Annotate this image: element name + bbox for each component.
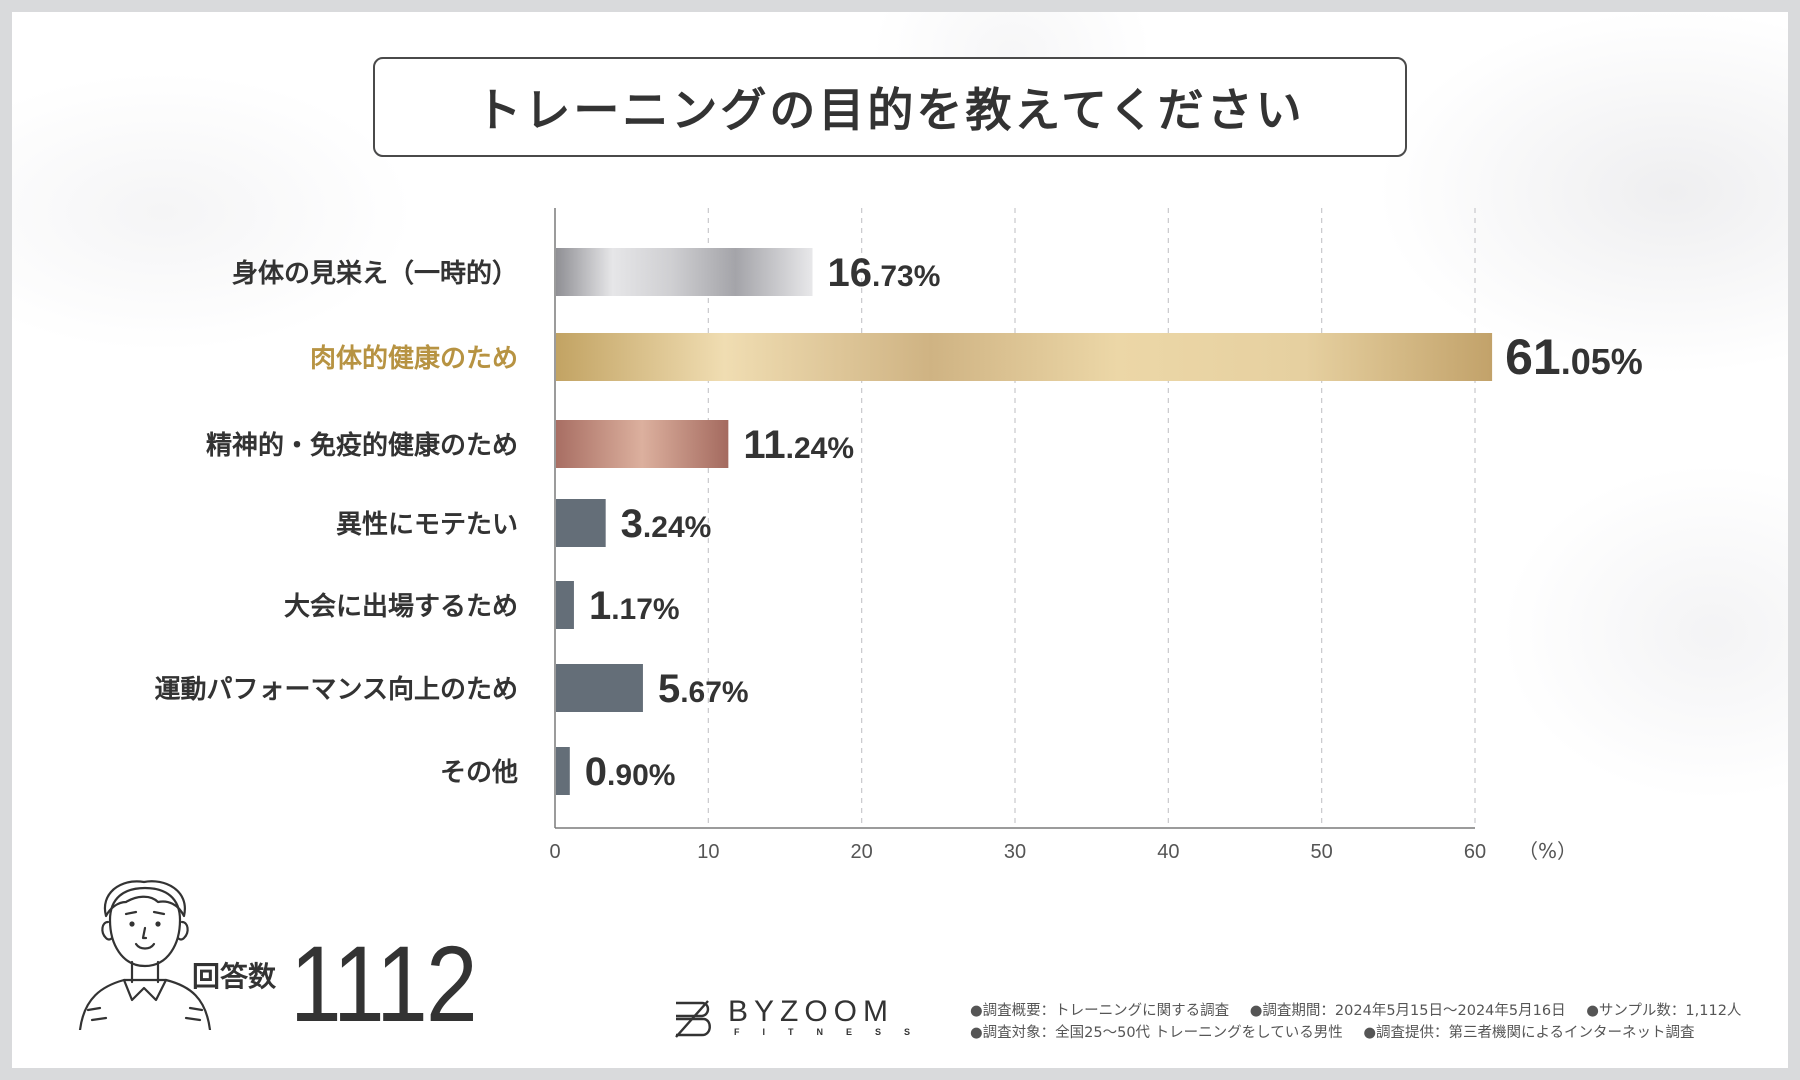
value-label-6: 0.90%	[585, 750, 676, 794]
note-sample: ●サンプル数：1,112人	[1586, 1003, 1742, 1019]
category-label-4: 大会に出場するため	[284, 592, 518, 622]
survey-notes: ●調査概要：トレーニングに関する調査 ●調査期間：2024年5月15日～2024…	[970, 1000, 1770, 1044]
x-tick-label-1: 10	[697, 841, 719, 863]
x-tick-label-6: 60	[1464, 841, 1486, 863]
note-period: ●調査期間：2024年5月15日～2024年5月16日	[1249, 1003, 1566, 1019]
value-label-5: 5.67%	[658, 667, 749, 711]
category-label-2: 精神的・免疫的健康のため	[206, 430, 518, 461]
bar-1	[556, 333, 1493, 381]
category-label-0: 身体の見栄え（一時的）	[232, 258, 518, 289]
bar-4	[556, 581, 574, 629]
value-labels: 16.73% 61.05% 11.24% 3.24% 1.17% 5.67% 0.90%	[585, 251, 1643, 794]
chart-title: トレーニングの目的を教えてください	[373, 57, 1407, 157]
x-unit-label: （%）	[1518, 839, 1577, 863]
note-target: ●調査対象：全国25～50代 トレーニングをしている男性	[970, 1025, 1343, 1041]
logo-mark-icon	[675, 1000, 711, 1038]
value-label-1: 61.05%	[1505, 329, 1643, 385]
bar-6	[556, 747, 570, 795]
x-tick-label-2: 20	[851, 841, 873, 863]
brand-logo: BYZOOM FITNESS	[670, 995, 940, 1043]
man-illustration-icon	[78, 880, 212, 1030]
respondents-label: 回答数	[192, 960, 277, 993]
bar-0	[556, 248, 813, 296]
note-provider: ●調査提供：第三者機関によるインターネット調査	[1363, 1025, 1695, 1041]
x-tick-label-0: 0	[549, 841, 560, 863]
value-label-0: 16.73%	[828, 251, 941, 295]
grid-lines	[554, 208, 1476, 829]
x-tick-label-5: 50	[1311, 841, 1333, 863]
bar-2	[556, 420, 729, 468]
value-label-4: 1.17%	[589, 584, 680, 628]
note-summary: ●調査概要：トレーニングに関する調査	[970, 1003, 1230, 1019]
category-label-1: 肉体的健康のため	[310, 343, 518, 374]
x-axis-ticks: 0 10 20 30 40 50 60 （%）	[549, 839, 1577, 863]
category-label-5: 運動パフォーマンス向上のため	[155, 674, 518, 705]
category-label-6: その他	[440, 758, 518, 788]
logo-subtitle: FITNESS	[734, 1027, 934, 1037]
respondents-count: 1112	[290, 923, 478, 1044]
infographic-frame	[12, 12, 1788, 1068]
category-labels: 身体の見栄え（一時的） 肉体的健康のため精神的・免疫的健康のため異性にモテたい大会…	[155, 258, 518, 788]
category-label-3: 異性にモテたい	[336, 510, 518, 540]
value-label-3: 3.24%	[621, 502, 712, 546]
bars	[556, 248, 1493, 795]
x-tick-label-4: 40	[1157, 841, 1179, 863]
bar-5	[556, 664, 643, 712]
x-tick-label-3: 30	[1004, 841, 1026, 863]
bar-3	[556, 499, 606, 547]
value-label-2: 11.24%	[743, 423, 854, 467]
logo-name: BYZOOM	[728, 995, 895, 1028]
